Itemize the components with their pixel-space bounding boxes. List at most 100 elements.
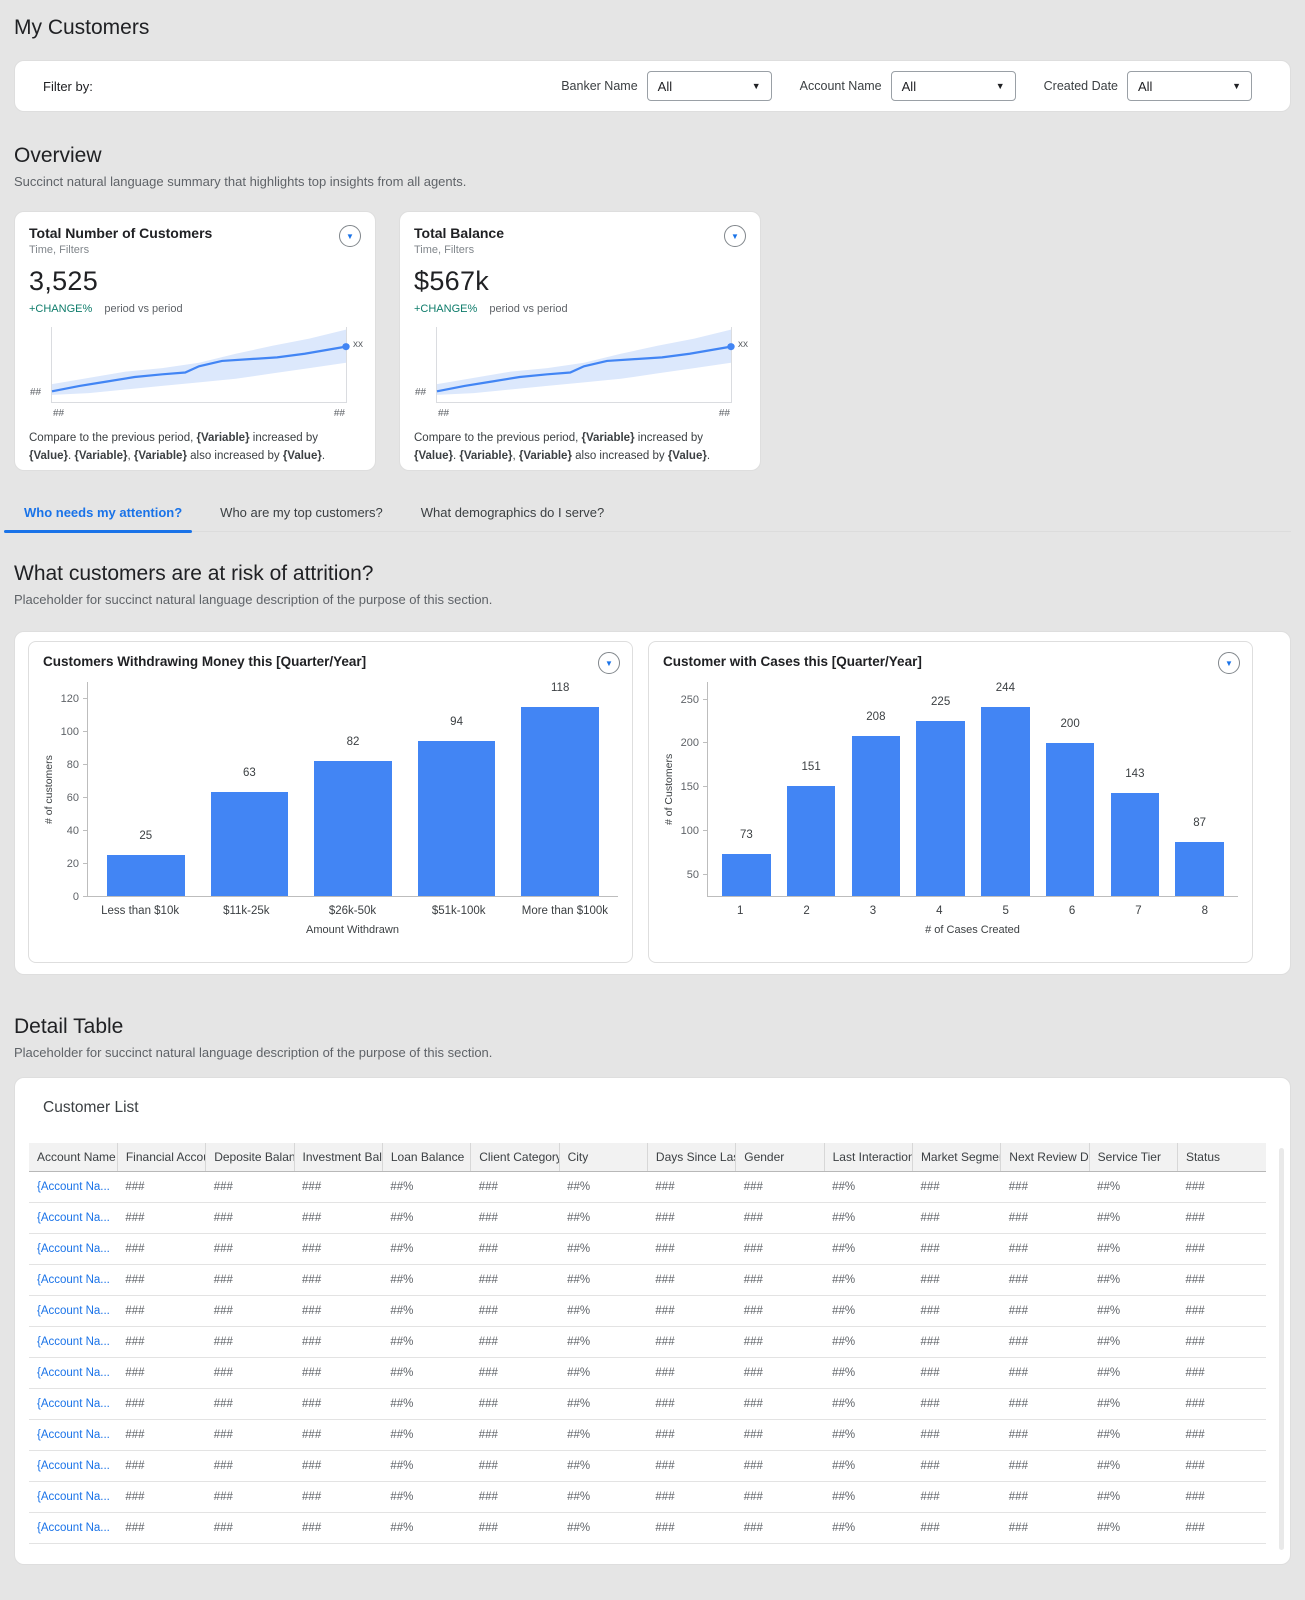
table-cell: ### — [647, 1233, 736, 1265]
table-row: {Account Na... ### ### ### ##% ### ##% ### ### ##… — [29, 1357, 1266, 1389]
tab-who-needs-my-attention[interactable]: Who needs my attention? — [3, 495, 193, 533]
bar-slot: 73 — [714, 682, 779, 896]
x-axis-ticks: 1 2 3 4 5 6 7 8 — [707, 905, 1238, 917]
table-cell: ### — [205, 1357, 295, 1389]
x-tick-label: $11k-25k — [223, 905, 270, 917]
table-cell: ##% — [824, 1481, 913, 1513]
bar-value-label: 208 — [866, 711, 886, 724]
account-name-link[interactable]: {Account Na... — [29, 1419, 118, 1451]
account-name-link[interactable]: {Account Na... — [29, 1202, 118, 1234]
table-cell: ### — [647, 1295, 736, 1327]
bar-value-label: 143 — [1125, 767, 1145, 780]
table-cell: ### — [735, 1264, 825, 1296]
x-axis-ticks: Less than $10k $11k-25k $26k-50k $51k-100k M… — [87, 905, 618, 917]
kpi-footer-text: Compare to the previous period, {Variabl… — [414, 432, 711, 462]
table-cell: ##% — [382, 1512, 471, 1544]
table-cell: ### — [1177, 1512, 1266, 1544]
y-tick-mark — [703, 742, 707, 744]
table-cell: ### — [117, 1295, 206, 1327]
table-cell: ### — [294, 1512, 383, 1544]
customer-list-title: Customer List — [43, 1099, 139, 1116]
table-row: {Account Na... ### ### ### ##% ### ##% ### ### ##… — [29, 1450, 1266, 1482]
table-cell: ### — [1177, 1326, 1266, 1358]
account-name-link[interactable]: {Account Na... — [29, 1481, 118, 1513]
y-tick-mark — [703, 830, 707, 832]
filter-group: Account Name All ▼ — [800, 71, 1016, 101]
account-name-link[interactable]: {Account Na... — [29, 1264, 118, 1296]
table-cell: ### — [1000, 1388, 1090, 1420]
account-name-link[interactable]: {Account Na... — [29, 1357, 118, 1389]
table-cell: ### — [647, 1357, 736, 1389]
x-tick-label: $26k-50k — [328, 905, 377, 917]
table-cell: ### — [205, 1326, 295, 1358]
kpi-value: $567k — [414, 266, 490, 296]
table-cell: ### — [912, 1233, 1001, 1265]
table-cell: ### — [735, 1326, 825, 1358]
table-cell: ##% — [382, 1295, 471, 1327]
banker-name-select[interactable]: All ▼ — [646, 71, 772, 101]
y-tick-label: 20 — [66, 857, 79, 870]
table-cell: ##% — [382, 1233, 471, 1265]
table-cell: ### — [1000, 1233, 1090, 1265]
table-cell: ### — [470, 1481, 560, 1513]
table-row: {Account Na... ### ### ### ##% ### ##% ### ### ##… — [29, 1295, 1266, 1327]
table-cell: ##% — [382, 1171, 471, 1203]
table-cell: ### — [735, 1295, 825, 1327]
card-menu-button[interactable]: ▼ — [598, 652, 620, 674]
bar-slot: 151 — [779, 682, 844, 896]
account-name-link[interactable]: {Account Na... — [29, 1512, 118, 1544]
card-menu-button[interactable]: ▼ — [1218, 652, 1240, 674]
account-name-link[interactable]: {Account Na... — [29, 1171, 118, 1203]
table-cell: ### — [470, 1233, 560, 1265]
account-name-link[interactable]: {Account Na... — [29, 1295, 118, 1327]
table-cell: ### — [1177, 1295, 1266, 1327]
filter-bar: Filter by: Banker Name All ▼ Account Nam… — [14, 60, 1291, 112]
table-cell: ### — [294, 1171, 383, 1203]
table-row: {Account Na... ### ### ### ##% ### ##% ### ### ##… — [29, 1481, 1266, 1513]
table-cell: ### — [1177, 1264, 1266, 1296]
table-cell: ### — [470, 1171, 560, 1203]
tab-who-are-my-top-customers[interactable]: Who are my top customers? — [220, 505, 383, 520]
table-cell: ### — [912, 1450, 1001, 1482]
bar-value-label: 151 — [801, 760, 821, 773]
kpi-card-subtitle: Time, Filters — [414, 244, 475, 256]
table-cell: ##% — [1089, 1264, 1178, 1296]
bar-value-label: 73 — [739, 829, 753, 842]
customer-list-card: Customer List Account Name Financial Acco… — [14, 1077, 1291, 1565]
table-row: {Account Na... ### ### ### ##% ### ##% ### ### ##… — [29, 1512, 1266, 1544]
table-cell: ### — [912, 1171, 1001, 1203]
kpi-card-title: Total Balance — [414, 225, 504, 241]
account-name-link[interactable]: {Account Na... — [29, 1450, 118, 1482]
table-scrollbar[interactable] — [1279, 1148, 1284, 1550]
table-cell: ### — [294, 1481, 383, 1513]
table-cell: ##% — [382, 1264, 471, 1296]
column-header-city: City — [559, 1143, 648, 1172]
table-cell: ### — [1177, 1202, 1266, 1234]
tab-what-demographics-do-i-serve[interactable]: What demographics do I serve? — [420, 505, 605, 520]
table-cell: ##% — [559, 1264, 648, 1296]
account-name-link[interactable]: {Account Na... — [29, 1233, 118, 1265]
table-cell: ### — [912, 1326, 1001, 1358]
created-date-select[interactable]: All ▼ — [1127, 71, 1252, 101]
table-cell: ##% — [382, 1326, 471, 1358]
table-cell: ### — [912, 1481, 1001, 1513]
account-name-link[interactable]: {Account Na... — [29, 1326, 118, 1358]
table-cell: ##% — [1089, 1295, 1178, 1327]
card-menu-button[interactable]: ▼ — [724, 225, 746, 247]
table-cell: ### — [294, 1233, 383, 1265]
table-cell: ### — [205, 1481, 295, 1513]
bar-chart-card: Customers Withdrawing Money this [Quarte… — [28, 641, 633, 963]
x-axis-left-label: ## — [438, 408, 450, 419]
account-name-select[interactable]: All ▼ — [890, 71, 1016, 101]
y-tick-mark — [83, 697, 87, 699]
kpi-card-title: Total Number of Customers — [29, 225, 213, 241]
table-cell: ##% — [824, 1171, 913, 1203]
account-name-link[interactable]: {Account Na... — [29, 1388, 118, 1420]
kpi-card: Total Balance Time, Filters ▼ $567k +CHA… — [399, 211, 761, 471]
card-menu-button[interactable]: ▼ — [339, 225, 361, 247]
table-cell: ### — [1000, 1171, 1090, 1203]
column-header-account-name: Account Name — [29, 1143, 118, 1172]
x-tick-label: Less than $10k — [101, 905, 180, 917]
bar — [1175, 841, 1224, 896]
column-header-gender: Gender — [735, 1143, 825, 1172]
